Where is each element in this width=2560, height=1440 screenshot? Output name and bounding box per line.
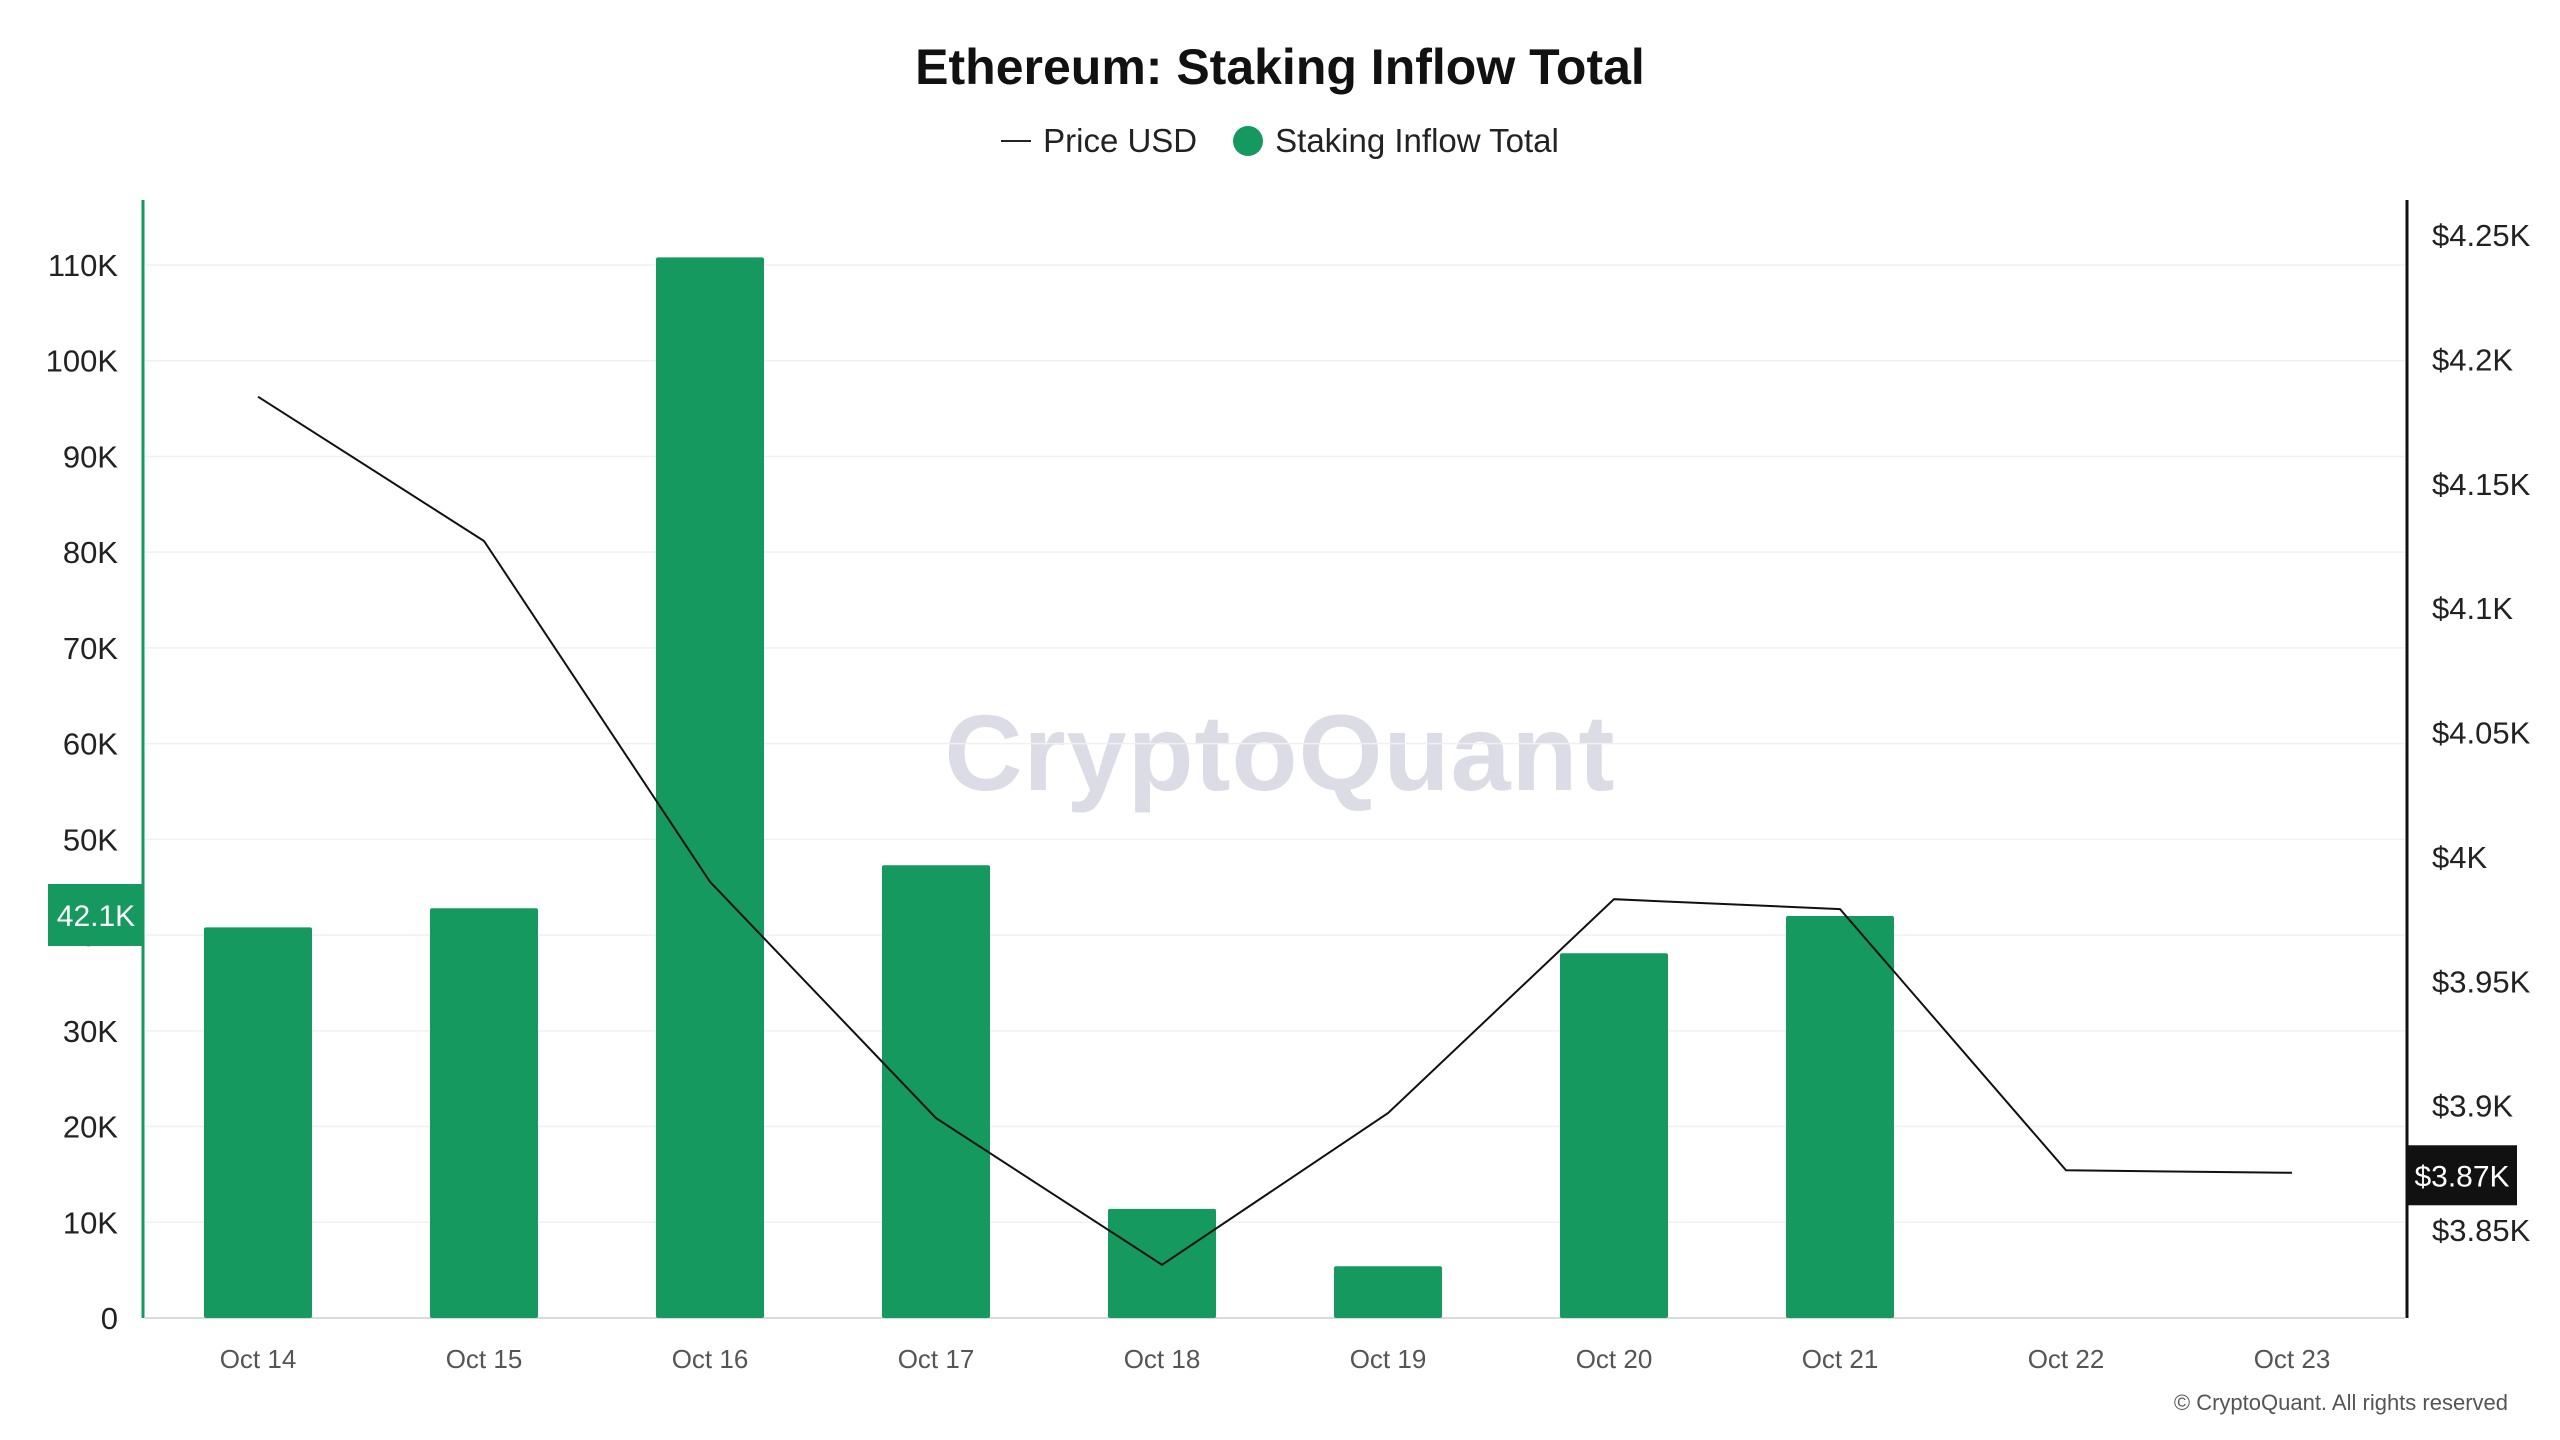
left-value-badge-label: 42.1K [57, 900, 135, 933]
bar-staking-inflow[interactable] [656, 257, 764, 1319]
x-tick-label: Oct 23 [2254, 1344, 2331, 1374]
right-value-badge-label: $3.87K [2414, 1160, 2509, 1193]
x-tick-label: Oct 21 [1802, 1344, 1879, 1374]
left-tick-label: 70K [63, 631, 118, 666]
right-tick-label: $4.15K [2432, 467, 2531, 502]
left-tick-label: 100K [46, 344, 119, 379]
left-tick-label: 60K [63, 727, 118, 762]
bar-staking-inflow[interactable] [1108, 1208, 1216, 1318]
x-tick-label: Oct 20 [1576, 1344, 1653, 1374]
x-tick-label: Oct 16 [672, 1344, 749, 1374]
left-tick-label: 10K [63, 1205, 118, 1240]
legend-item-staking[interactable]: Staking Inflow Total [1233, 122, 1559, 160]
right-tick-label: $4.25K [2432, 218, 2531, 253]
legend: Price USD Staking Inflow Total [0, 122, 2560, 160]
right-value-badge [2407, 1145, 2517, 1206]
left-tick-label: 110K [48, 248, 118, 283]
right-tick-label: $3.85K [2432, 1213, 2531, 1248]
left-tick-label: 30K [63, 1014, 118, 1049]
legend-item-price[interactable]: Price USD [1001, 122, 1197, 160]
x-tick-label: Oct 18 [1124, 1344, 1201, 1374]
x-tick-label: Oct 15 [446, 1344, 523, 1374]
legend-label-staking: Staking Inflow Total [1275, 122, 1559, 159]
x-tick-label: Oct 19 [1350, 1344, 1427, 1374]
left-tick-label: 0 [101, 1301, 118, 1336]
legend-label-price: Price USD [1043, 122, 1198, 159]
x-tick-label: Oct 14 [220, 1344, 297, 1374]
legend-line-icon [1001, 140, 1032, 142]
right-tick-label: $4.2K [2432, 342, 2513, 377]
right-tick-label: $4K [2432, 840, 2487, 875]
right-tick-label: $3.9K [2432, 1089, 2513, 1124]
left-tick-label: 90K [63, 439, 118, 474]
bar-staking-inflow[interactable] [1334, 1266, 1442, 1318]
left-tick-label: 50K [63, 822, 118, 857]
bar-staking-inflow[interactable] [1560, 953, 1668, 1318]
right-tick-label: $4.1K [2432, 591, 2513, 626]
bar-staking-inflow[interactable] [882, 865, 990, 1318]
copyright-notice: © CryptoQuant. All rights reserved [2173, 1390, 2508, 1415]
bar-staking-inflow[interactable] [1786, 915, 1894, 1318]
right-tick-label: $4.05K [2432, 716, 2531, 751]
chart-title: Ethereum: Staking Inflow Total [915, 39, 1645, 95]
right-tick-label: $3.95K [2432, 964, 2531, 999]
legend-dot-icon [1233, 126, 1264, 156]
bar-staking-inflow[interactable] [430, 908, 538, 1318]
x-tick-label: Oct 17 [898, 1344, 975, 1374]
left-tick-label: 80K [63, 535, 118, 570]
x-tick-label: Oct 22 [2028, 1344, 2105, 1374]
left-value-badge [48, 883, 144, 946]
left-tick-label: 20K [63, 1110, 118, 1145]
bar-staking-inflow[interactable] [204, 927, 312, 1318]
price-line[interactable] [257, 395, 2293, 1266]
